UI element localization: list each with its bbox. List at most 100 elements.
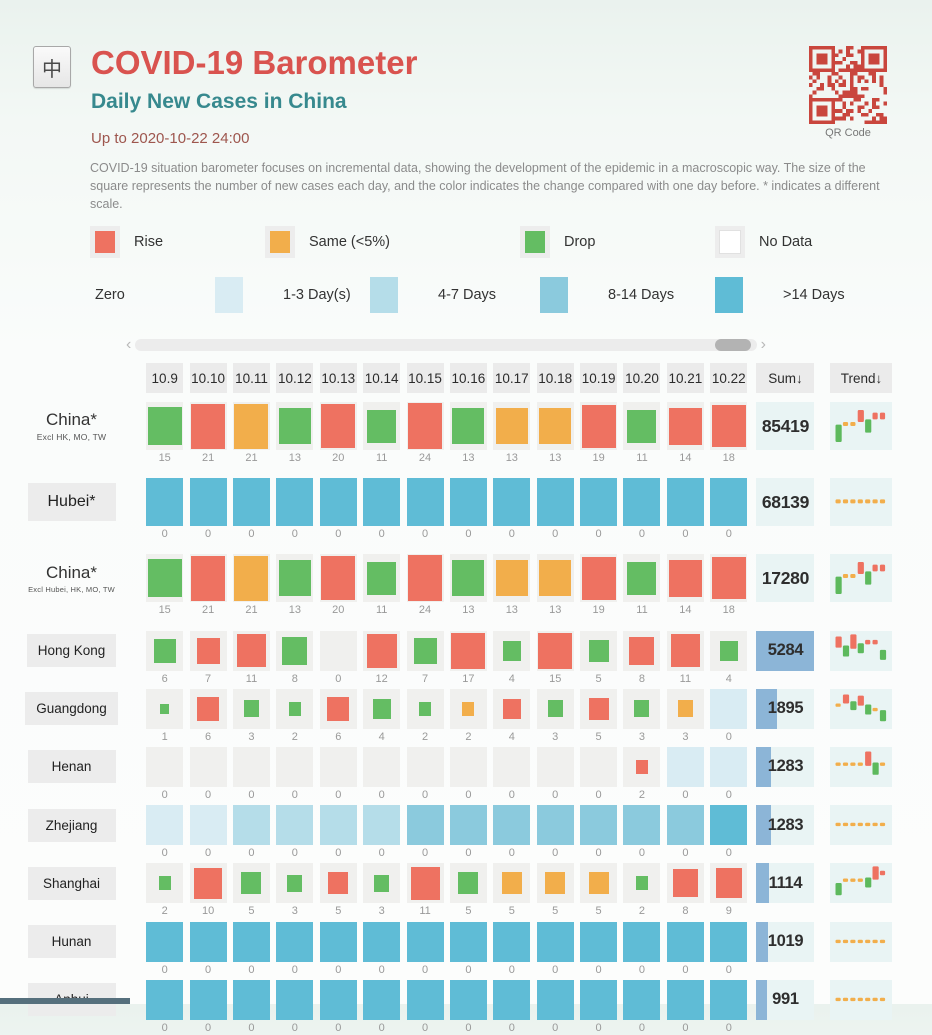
cell-rise[interactable] xyxy=(189,402,227,451)
date-header-box[interactable]: 10.9 xyxy=(146,363,184,394)
cell-rise[interactable] xyxy=(580,402,618,451)
cell-zero_gt14[interactable] xyxy=(363,921,401,962)
cell-rise[interactable] xyxy=(189,554,227,603)
cell-drop[interactable] xyxy=(276,402,314,451)
cell-zero_gt14[interactable] xyxy=(536,921,574,962)
cell-drop[interactable] xyxy=(623,402,661,451)
date-header-box[interactable]: 10.19 xyxy=(580,363,618,394)
cell-zero_4_7[interactable] xyxy=(232,805,270,846)
trend-cell[interactable] xyxy=(830,746,893,787)
cell-empty[interactable] xyxy=(406,746,444,787)
cell-zero_8_14[interactable] xyxy=(406,805,444,846)
cell-zero_gt14[interactable] xyxy=(580,921,618,962)
cell-rise[interactable] xyxy=(406,402,444,451)
cell-zero_gt14[interactable] xyxy=(710,805,748,846)
trend-cell[interactable] xyxy=(830,478,893,527)
cell-empty[interactable] xyxy=(189,746,227,787)
date-header-box[interactable]: 10.21 xyxy=(666,363,704,394)
cell-rise[interactable] xyxy=(232,630,270,671)
cell-zero_gt14[interactable] xyxy=(319,979,357,1020)
cell-zero_gt14[interactable] xyxy=(666,921,704,962)
cell-empty[interactable] xyxy=(580,746,618,787)
sum-cell[interactable]: 17280 xyxy=(756,554,815,603)
sum-cell[interactable]: 1283 xyxy=(756,746,815,787)
cell-drop[interactable] xyxy=(146,402,184,451)
cell-rise[interactable] xyxy=(580,554,618,603)
horizontal-scrollbar[interactable]: ‹ › xyxy=(122,337,770,353)
sum-cell[interactable]: 991 xyxy=(756,979,815,1020)
cell-drop[interactable] xyxy=(449,402,487,451)
sum-cell[interactable]: 1895 xyxy=(756,688,815,729)
cell-drop[interactable] xyxy=(363,554,401,603)
cell-drop[interactable] xyxy=(363,688,401,729)
cell-empty[interactable] xyxy=(276,746,314,787)
cell-zero_gt14[interactable] xyxy=(276,979,314,1020)
cell-drop[interactable] xyxy=(449,863,487,904)
cell-rise[interactable] xyxy=(666,863,704,904)
cell-zero_gt14[interactable] xyxy=(146,478,184,527)
cell-zero_1_3[interactable] xyxy=(146,805,184,846)
cell-zero_gt14[interactable] xyxy=(319,478,357,527)
trend-cell[interactable] xyxy=(830,979,893,1020)
cell-zero_gt14[interactable] xyxy=(666,478,704,527)
sum-cell[interactable]: 1283 xyxy=(756,805,815,846)
cell-rise[interactable] xyxy=(580,688,618,729)
cell-zero_8_14[interactable] xyxy=(493,805,531,846)
cell-same[interactable] xyxy=(580,863,618,904)
row-label-hong-kong[interactable]: Hong Kong xyxy=(26,634,117,668)
date-header-box[interactable]: 10.13 xyxy=(319,363,357,394)
cell-zero_gt14[interactable] xyxy=(406,478,444,527)
row-label-henan[interactable]: Henan xyxy=(27,750,116,784)
cell-rise[interactable] xyxy=(189,863,227,904)
cell-zero_gt14[interactable] xyxy=(319,921,357,962)
date-header-box[interactable]: 10.22 xyxy=(710,363,748,394)
cell-rise[interactable] xyxy=(710,402,748,451)
scroll-left-icon[interactable]: ‹ xyxy=(126,336,132,354)
cell-drop[interactable] xyxy=(710,630,748,671)
cell-zero_gt14[interactable] xyxy=(232,921,270,962)
cell-drop[interactable] xyxy=(623,688,661,729)
cell-drop[interactable] xyxy=(406,688,444,729)
cell-zero_gt14[interactable] xyxy=(536,478,574,527)
sum-sort-header[interactable]: Sum↓ xyxy=(756,363,815,394)
cell-empty[interactable] xyxy=(319,746,357,787)
cell-zero_8_14[interactable] xyxy=(536,805,574,846)
cell-rise[interactable] xyxy=(710,554,748,603)
trend-cell[interactable] xyxy=(830,630,893,671)
cell-rise[interactable] xyxy=(406,554,444,603)
cell-zero_gt14[interactable] xyxy=(406,979,444,1020)
row-label-guangdong[interactable]: Guangdong xyxy=(25,692,118,726)
cell-zero_8_14[interactable] xyxy=(580,805,618,846)
cell-zero_8_14[interactable] xyxy=(623,805,661,846)
date-header-box[interactable]: 10.10 xyxy=(189,363,227,394)
sum-cell[interactable]: 5284 xyxy=(756,630,815,671)
cell-empty[interactable] xyxy=(363,746,401,787)
cell-zero_1_3[interactable] xyxy=(189,805,227,846)
date-header-box[interactable]: 10.18 xyxy=(536,363,574,394)
cell-zero_gt14[interactable] xyxy=(580,478,618,527)
cell-zero_1_3[interactable] xyxy=(666,746,704,787)
cell-empty[interactable] xyxy=(146,746,184,787)
cell-drop[interactable] xyxy=(449,554,487,603)
cell-zero_gt14[interactable] xyxy=(536,979,574,1020)
cell-zero_gt14[interactable] xyxy=(449,979,487,1020)
cell-zero_gt14[interactable] xyxy=(710,478,748,527)
cell-same[interactable] xyxy=(493,863,531,904)
cell-same[interactable] xyxy=(666,688,704,729)
cell-drop[interactable] xyxy=(623,554,661,603)
row-label-hubei[interactable]: Hubei* xyxy=(27,483,116,522)
trend-cell[interactable] xyxy=(830,805,893,846)
date-header-box[interactable]: 10.20 xyxy=(623,363,661,394)
trend-cell[interactable] xyxy=(830,554,893,603)
cell-zero_gt14[interactable] xyxy=(493,979,531,1020)
cell-zero_gt14[interactable] xyxy=(449,921,487,962)
cell-rise[interactable] xyxy=(710,863,748,904)
cell-rise[interactable] xyxy=(449,630,487,671)
cell-rise[interactable] xyxy=(189,688,227,729)
cell-same[interactable] xyxy=(493,554,531,603)
trend-cell[interactable] xyxy=(830,688,893,729)
cell-zero_gt14[interactable] xyxy=(189,921,227,962)
cell-zero_gt14[interactable] xyxy=(710,979,748,1020)
cell-drop[interactable] xyxy=(493,630,531,671)
cell-same[interactable] xyxy=(232,554,270,603)
